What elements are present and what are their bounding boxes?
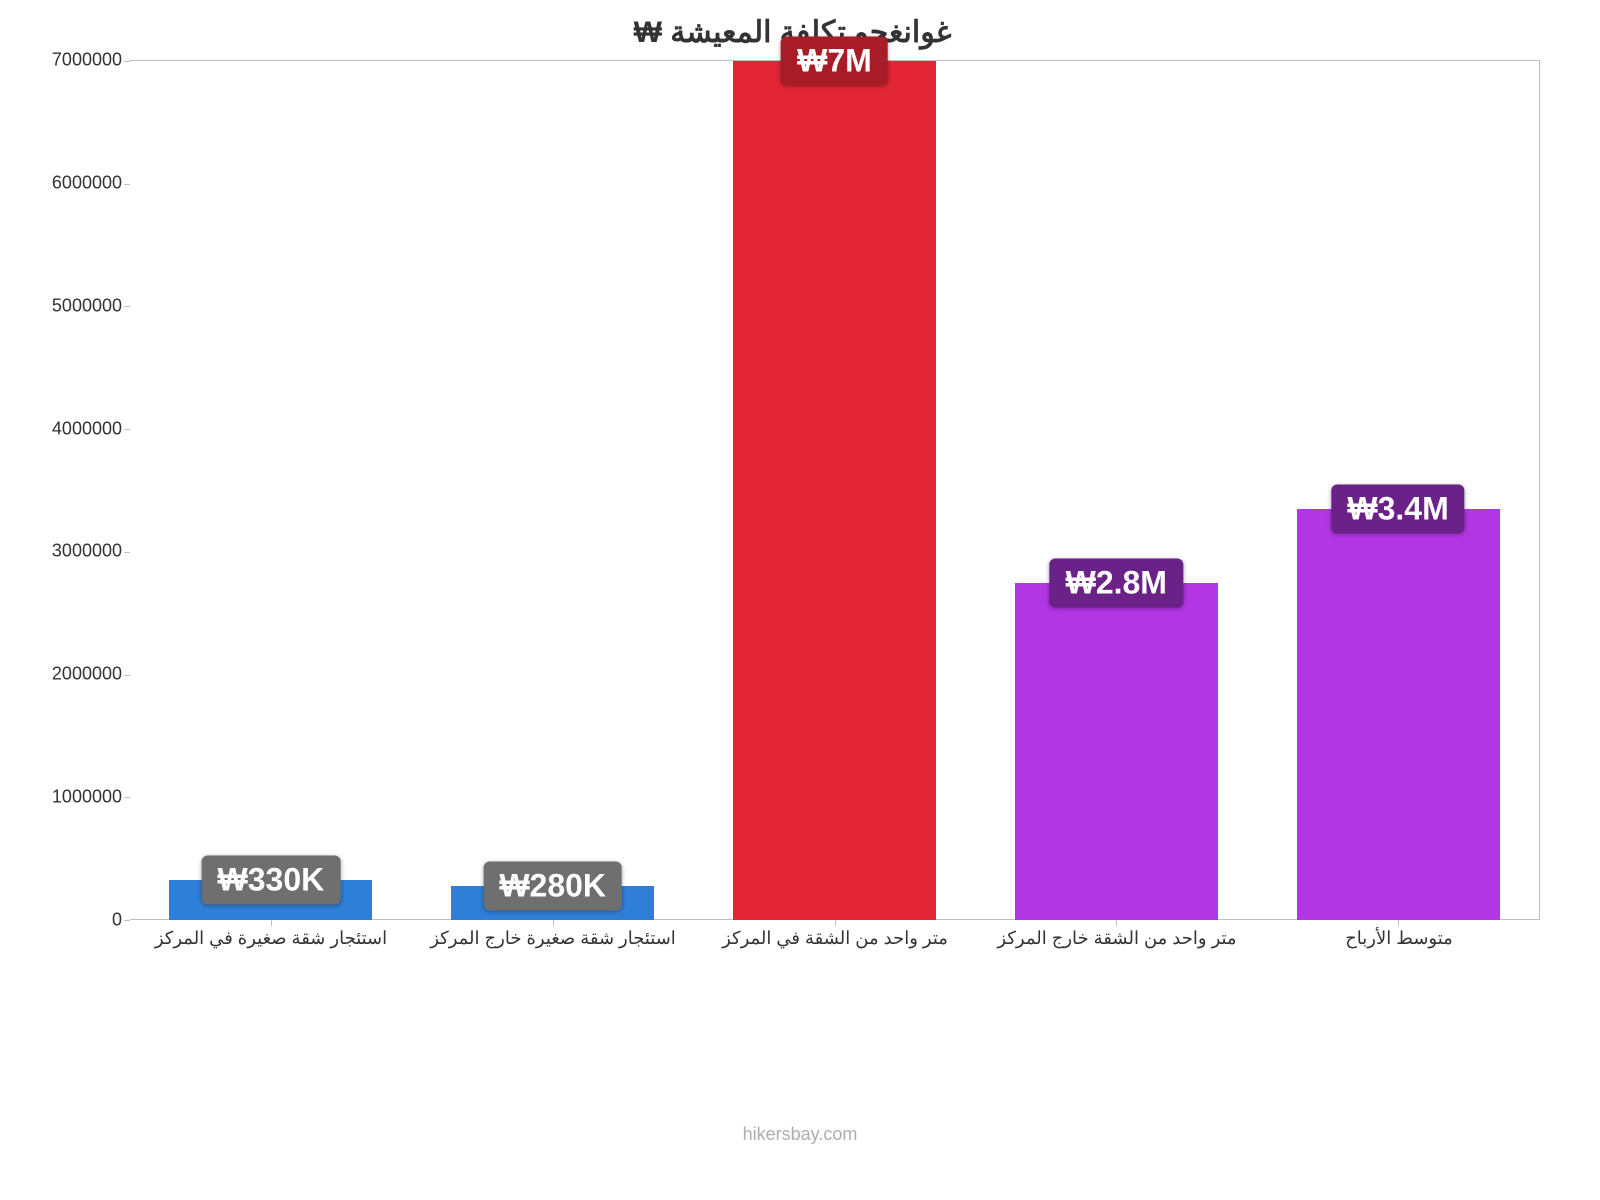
plot-area: 0100000020000003000000400000050000006000… xyxy=(45,60,1540,920)
y-tick-label: 2000000 xyxy=(52,664,122,685)
bar: ₩7M xyxy=(733,61,936,920)
y-tick-mark xyxy=(124,797,130,798)
bar-slot: ₩2.8M xyxy=(975,61,1257,920)
y-tick-label: 5000000 xyxy=(52,295,122,316)
x-tick-mark xyxy=(1398,920,1399,926)
y-tick-label: 4000000 xyxy=(52,418,122,439)
x-tick-mark xyxy=(271,920,272,926)
y-tick-mark xyxy=(124,920,130,921)
y-tick-mark xyxy=(124,184,130,185)
x-axis-label: متر واحد من الشقة في المركز xyxy=(694,928,976,949)
y-tick-mark xyxy=(124,429,130,430)
y-tick-mark xyxy=(124,552,130,553)
y-tick-label: 7000000 xyxy=(52,50,122,71)
x-axis-label: استئجار شقة صغيرة خارج المركز xyxy=(412,928,694,949)
y-axis: 0100000020000003000000400000050000006000… xyxy=(45,60,130,920)
y-tick-label: 3000000 xyxy=(52,541,122,562)
y-tick-mark xyxy=(124,61,130,62)
x-tick-mark xyxy=(835,920,836,926)
value-badge: ₩7M xyxy=(781,37,888,86)
chart-canvas: ₩330K ₩280K ₩7M ₩2.8M ₩3.4M xyxy=(130,60,1540,920)
bar: ₩3.4M xyxy=(1297,509,1500,920)
value-badge: ₩280K xyxy=(483,861,622,910)
bar-slot: ₩330K xyxy=(130,61,412,920)
y-tick-mark xyxy=(124,675,130,676)
bars-container: ₩330K ₩280K ₩7M ₩2.8M ₩3.4M xyxy=(130,61,1539,920)
x-axis-label: متر واحد من الشقة خارج المركز xyxy=(976,928,1258,949)
bar: ₩2.8M xyxy=(1015,583,1218,920)
y-tick-label: 6000000 xyxy=(52,172,122,193)
bar: ₩280K xyxy=(451,886,654,920)
x-axis-label: متوسط الأرباح xyxy=(1258,928,1540,949)
y-tick-mark xyxy=(124,306,130,307)
y-tick-label: 1000000 xyxy=(52,787,122,808)
attribution-text: hikersbay.com xyxy=(0,1124,1600,1145)
y-tick-label: 0 xyxy=(112,910,122,931)
value-badge: ₩2.8M xyxy=(1050,558,1183,607)
x-tick-mark xyxy=(553,920,554,926)
x-tick-mark xyxy=(1116,920,1117,926)
bar: ₩330K xyxy=(169,880,372,920)
bar-slot: ₩280K xyxy=(412,61,694,920)
value-badge: ₩330K xyxy=(202,855,341,904)
cost-of-living-chart: غوانغجو تكلفة المعيشة ₩ 0100000020000003… xyxy=(45,15,1540,935)
x-axis-labels: استئجار شقة صغيرة في المركزاستئجار شقة ص… xyxy=(130,928,1540,949)
bar-slot: ₩3.4M xyxy=(1257,61,1539,920)
bar-slot: ₩7M xyxy=(694,61,976,920)
value-badge: ₩3.4M xyxy=(1331,484,1464,533)
x-axis-label: استئجار شقة صغيرة في المركز xyxy=(130,928,412,949)
